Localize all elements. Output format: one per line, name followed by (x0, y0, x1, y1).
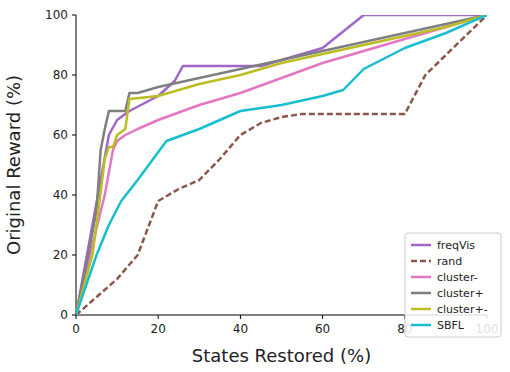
y-tick (72, 195, 76, 196)
legend-swatch (411, 276, 431, 279)
legend-swatch (411, 244, 431, 247)
y-tick-label: 0 (60, 308, 68, 322)
x-tick-label: 60 (315, 322, 330, 336)
y-tick (72, 135, 76, 136)
x-tick (76, 315, 77, 319)
legend-swatch (411, 292, 431, 295)
legend-label: SBFL (437, 319, 465, 332)
legend-label: cluster- (437, 271, 478, 284)
y-tick-label: 20 (53, 248, 68, 262)
legend-swatch (411, 260, 431, 263)
legend-label: rand (437, 255, 462, 268)
legend-label: freqVis (437, 239, 475, 252)
legend-box (405, 233, 501, 337)
y-tick-label: 100 (45, 8, 68, 22)
x-tick-label: 0 (72, 322, 80, 336)
y-axis-line (76, 15, 77, 315)
y-tick (72, 255, 76, 256)
x-tick (322, 315, 323, 319)
y-axis-label: Original Reward (%) (3, 75, 24, 255)
legend: freqVis rand cluster-cluster+ cluster+- SBFL (405, 233, 501, 337)
x-tick (240, 315, 241, 319)
y-tick-label: 40 (53, 188, 68, 202)
x-tick-label: 40 (233, 322, 248, 336)
legend-swatch (411, 324, 431, 327)
chart: 020406080100020406080100States Restored … (0, 0, 510, 372)
y-tick (72, 15, 76, 16)
y-tick-label: 80 (53, 68, 68, 82)
legend-swatch (411, 308, 431, 311)
x-tick-label: 20 (151, 322, 166, 336)
legend-label: cluster+ (437, 287, 484, 300)
x-tick (158, 315, 159, 319)
y-tick (72, 315, 76, 316)
y-tick-label: 60 (53, 128, 68, 142)
y-tick (72, 75, 76, 76)
x-axis-label: States Restored (%) (192, 345, 371, 366)
legend-label: cluster+- (437, 303, 488, 316)
